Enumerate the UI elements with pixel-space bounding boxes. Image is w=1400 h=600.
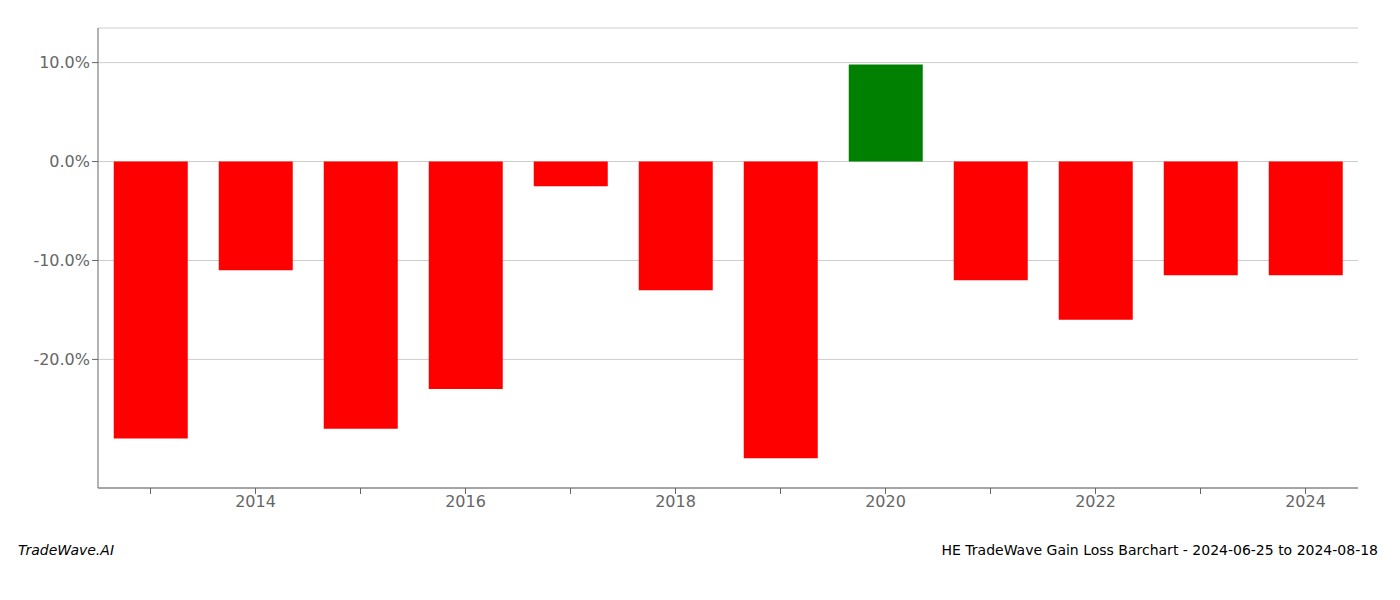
svg-text:2022: 2022 <box>1075 492 1116 511</box>
html-text:TradeWave.AI: TradeWave.AI <box>18 542 114 558</box>
svg-text:2020: 2020 <box>865 492 906 511</box>
svg-text:10.0%: 10.0% <box>39 53 90 72</box>
html-text:HE TradeWave Gain Loss Barchar: HE TradeWave Gain Loss Barchart - 2024-0… <box>941 542 1378 558</box>
svg-text:-20.0%: -20.0% <box>33 350 90 369</box>
svg-text:2018: 2018 <box>655 492 696 511</box>
svg-text:2016: 2016 <box>445 492 486 511</box>
svg-text:-10.0%: -10.0% <box>33 251 90 270</box>
svg-text:2024: 2024 <box>1285 492 1326 511</box>
svg-text:0.0%: 0.0% <box>49 152 90 171</box>
svg-text:2014: 2014 <box>235 492 276 511</box>
